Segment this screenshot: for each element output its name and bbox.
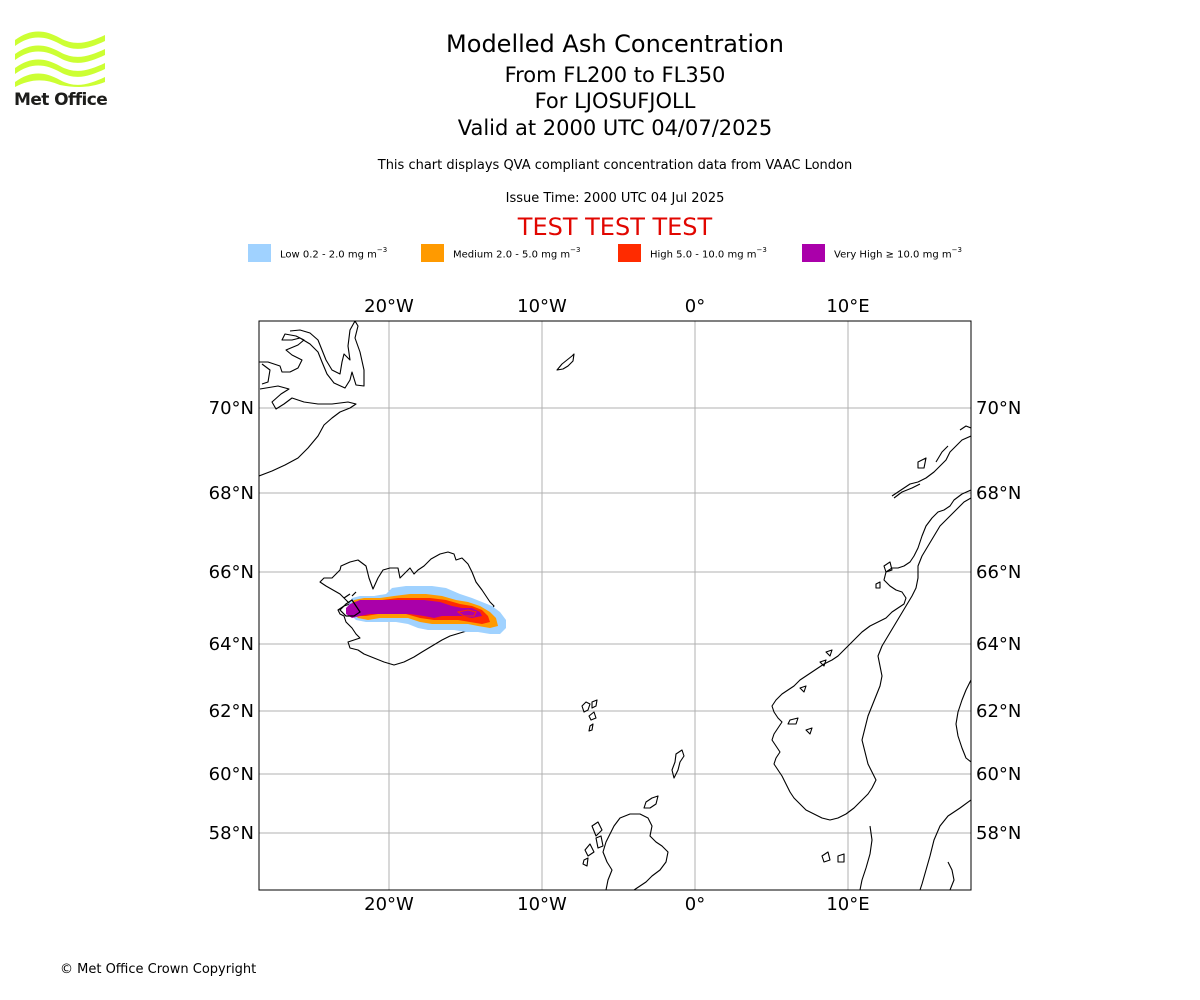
lon-label-top-10e: 10°E [826, 296, 869, 317]
logo-text: Met Office [14, 90, 108, 110]
lat-label-right-60n: 60°N [976, 764, 1021, 785]
norway-coast [771, 425, 971, 890]
lat-label-left-64n: 64°N [209, 634, 254, 655]
ash-very-high-area [346, 600, 482, 618]
norway-islands-coast [787, 561, 893, 863]
met-office-logo: Met Office [14, 30, 108, 112]
lat-label-left-68n: 68°N [209, 483, 254, 504]
lat-label-right-68n: 68°N [976, 483, 1021, 504]
lon-label-bottom-10w: 10°W [517, 894, 567, 915]
lon-label-bottom-20w: 20°W [364, 894, 414, 915]
baltic-coast [955, 679, 971, 763]
legend-label-high: High 5.0 - 10.0 mg m [650, 249, 757, 261]
lon-label-top-0: 0° [685, 296, 705, 317]
test-banner: TEST TEST TEST [517, 213, 713, 241]
lon-label-top-20w: 20°W [364, 296, 414, 317]
legend-label-low: Low 0.2 - 2.0 mg m [280, 249, 377, 261]
chart-description: This chart displays QVA compliant concen… [377, 158, 853, 173]
legend-label-medium: Medium 2.0 - 5.0 mg m [453, 249, 571, 261]
legend-swatch-medium [421, 244, 444, 262]
lat-label-right-64n: 64°N [976, 634, 1021, 655]
lat-label-left-66n: 66°N [209, 562, 254, 583]
coastlines [259, 321, 971, 890]
legend-swatch-high [618, 244, 641, 262]
legend-swatch-low [248, 244, 271, 262]
legend-label-very-high: Very High ≥ 10.0 mg m [834, 249, 952, 261]
lat-label-right-58n: 58°N [976, 823, 1021, 844]
lat-label-right-62n: 62°N [976, 701, 1021, 722]
scotland-coast [582, 813, 669, 890]
jan-mayen-coast [556, 353, 575, 371]
orkney-coast [643, 795, 659, 809]
lat-label-left-62n: 62°N [209, 701, 254, 722]
map-frame [258, 320, 972, 891]
lon-label-top-10w: 10°W [517, 296, 567, 317]
flight-level-subtitle: From FL200 to FL350 [504, 63, 726, 87]
met-office-waves-icon [15, 31, 105, 87]
lat-label-right-70n: 70°N [976, 398, 1021, 419]
map-canvas [259, 321, 971, 890]
lat-label-left-70n: 70°N [209, 398, 254, 419]
copyright-footer: © Met Office Crown Copyright [60, 962, 257, 977]
legend-exp-medium: −3 [570, 246, 581, 254]
volcano-marker [339, 591, 361, 617]
shetland-coast [671, 749, 685, 779]
lon-label-bottom-0: 0° [685, 894, 705, 915]
faroe-islands-coast [581, 699, 598, 732]
lat-label-right-66n: 66°N [976, 562, 1021, 583]
legend-swatch-very-high [802, 244, 825, 262]
legend-exp-high: −3 [756, 246, 767, 254]
greenland-coast [259, 321, 365, 477]
volcano-subtitle: For LJOSUFJOLL [534, 89, 696, 113]
ash-plume [346, 586, 506, 634]
lat-label-left-58n: 58°N [209, 823, 254, 844]
chart-title: Modelled Ash Concentration [446, 30, 784, 58]
lon-label-bottom-10e: 10°E [826, 894, 869, 915]
lat-label-left-60n: 60°N [209, 764, 254, 785]
ash-very-high-core [456, 609, 477, 617]
legend-exp-low: −3 [376, 246, 388, 254]
issue-time: Issue Time: 2000 UTC 04 Jul 2025 [505, 191, 725, 206]
legend-exp-very-high: −3 [951, 246, 962, 254]
validity-subtitle: Valid at 2000 UTC 04/07/2025 [457, 116, 773, 140]
